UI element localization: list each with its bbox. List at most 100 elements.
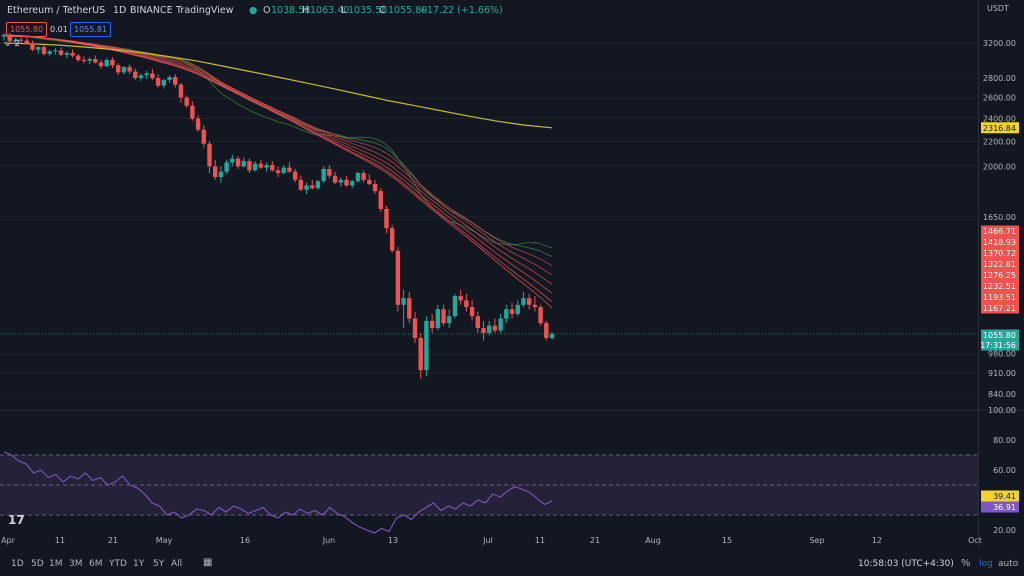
- candle-body: [458, 296, 463, 301]
- time-tick-label: Aug: [645, 536, 661, 545]
- candle-body: [98, 62, 104, 67]
- price-tick-label: 2400.00: [983, 114, 1016, 123]
- candle-body: [424, 320, 429, 371]
- candle-body: [264, 165, 269, 168]
- chart-grid: [0, 42, 978, 395]
- sell-button[interactable]: 1055.80: [6, 22, 48, 37]
- open-label: O: [263, 5, 271, 16]
- percent-toggle[interactable]: %: [961, 558, 971, 569]
- calendar-icon[interactable]: ▦: [203, 557, 213, 568]
- candle-body: [195, 118, 201, 130]
- candle-body: [350, 181, 355, 186]
- time-tick-label: Oct: [968, 536, 982, 545]
- ema-ribbon: [3, 34, 553, 309]
- candle-body: [401, 298, 406, 305]
- ema-ribbon-line: [3, 34, 553, 257]
- change-value: +17.22 (+1.66%): [419, 5, 503, 16]
- candle-body: [104, 59, 109, 67]
- symbol-title[interactable]: Ethereum / TetherUS: [7, 5, 106, 16]
- exchange-label: BINANCE: [130, 5, 173, 16]
- ribbon-price-tag-bg: [981, 291, 1019, 303]
- time-tick-label: 11: [55, 536, 65, 545]
- ribbon-price-tag-bg: [981, 247, 1019, 259]
- candle-body: [429, 320, 435, 329]
- candle-body: [355, 172, 361, 182]
- ema-ribbon-line: [3, 34, 553, 276]
- indicators-toggle[interactable]: ⌄ 2: [4, 39, 20, 49]
- candle-body: [58, 50, 64, 55]
- candle-body: [481, 328, 486, 333]
- candle-body: [53, 50, 58, 52]
- rsi-value-tag-bg: [981, 490, 1019, 502]
- price-scale-border: [978, 0, 979, 548]
- candle-body: [281, 167, 286, 173]
- candle-body: [549, 333, 555, 339]
- close-value: 1055.80: [388, 5, 428, 16]
- range-button-all[interactable]: All: [171, 559, 183, 569]
- candle-body: [447, 316, 452, 324]
- candle-body: [150, 73, 155, 79]
- time-axis-labels: Apr 11 21 May 16 Jun 13 Jul 11 21 Aug 15 Sep 12 Oct: [1, 536, 982, 545]
- time-tick-label: Jun: [322, 536, 336, 545]
- range-button-1y[interactable]: 1Y: [133, 559, 145, 569]
- price-tick-label: 2800.00: [983, 74, 1016, 83]
- interval-label[interactable]: 1D: [113, 5, 127, 16]
- tradingview-logo-icon[interactable]: 17: [8, 513, 25, 527]
- chevron-down-icon: ⌄: [4, 39, 12, 49]
- candle-body: [532, 304, 538, 308]
- candle-body: [310, 185, 315, 189]
- candle-body: [475, 316, 480, 329]
- log-toggle[interactable]: log: [979, 559, 993, 569]
- auto-toggle[interactable]: auto: [998, 559, 1019, 569]
- candle-body: [190, 105, 195, 119]
- candle-body: [418, 337, 423, 371]
- ribbon-price-tag-bg: [981, 258, 1019, 270]
- time-tick-label: 15: [722, 536, 732, 545]
- candle-body: [167, 77, 172, 80]
- candle-body: [24, 40, 30, 44]
- time-tick-label: 21: [108, 536, 118, 545]
- range-button-3m[interactable]: 3M: [69, 559, 83, 569]
- candle-body: [207, 143, 212, 167]
- candle-body: [76, 55, 81, 60]
- ribbon-price-tag: 1418.93: [983, 238, 1016, 247]
- price-chart[interactable]: 3200.00 2800.00 2600.00 2400.00 2200.00 2000.…: [0, 0, 1024, 548]
- ema200-line: [3, 42, 553, 129]
- time-tick-label: Apr: [1, 536, 16, 545]
- candle-body: [36, 47, 41, 50]
- ribbon-price-tag-bg: [981, 225, 1019, 237]
- time-tick-label: 11: [535, 536, 545, 545]
- ribbon-price-tag-bg: [981, 236, 1019, 248]
- candle-body: [87, 59, 92, 61]
- candle-body: [70, 53, 75, 56]
- ema200-price-tag: 2316.84: [983, 124, 1016, 133]
- time-tick-label: 16: [240, 536, 250, 545]
- range-button-5y[interactable]: 5Y: [153, 559, 165, 569]
- candle-body: [367, 179, 372, 184]
- candle-body: [213, 166, 218, 178]
- range-button-6m[interactable]: 6M: [89, 559, 103, 569]
- candle-body: [30, 43, 35, 50]
- candle-body: [178, 84, 184, 98]
- range-button-1d[interactable]: 1D: [11, 559, 24, 569]
- price-tick-label: 910.00: [988, 369, 1016, 378]
- range-button-5d[interactable]: 5D: [31, 559, 44, 569]
- rsi-tick-label: 60.00: [993, 466, 1016, 475]
- price-tick-label: 2600.00: [983, 93, 1016, 102]
- rsi-ma-tag: 36.91: [993, 503, 1016, 512]
- candle-body: [526, 298, 532, 305]
- rsi-band: [0, 455, 978, 515]
- range-button-1m[interactable]: 1M: [49, 559, 63, 569]
- price-tick-label: 840.00: [988, 390, 1016, 399]
- clock[interactable]: 10:58:03 (UTC+4:30): [858, 559, 954, 569]
- candle-body: [378, 191, 383, 209]
- buy-button[interactable]: 1055.81: [70, 22, 112, 37]
- candle-body: [47, 51, 52, 54]
- candle-body: [361, 172, 366, 180]
- ribbon-price-tag: 1232.51: [983, 282, 1016, 291]
- range-button-ytd[interactable]: YTD: [109, 559, 127, 569]
- rsi-value-tag: 39.41: [993, 492, 1016, 501]
- candle-body: [161, 79, 167, 86]
- price-tick-label: 2000.00: [983, 162, 1016, 171]
- currency-label[interactable]: USDT: [987, 4, 1009, 13]
